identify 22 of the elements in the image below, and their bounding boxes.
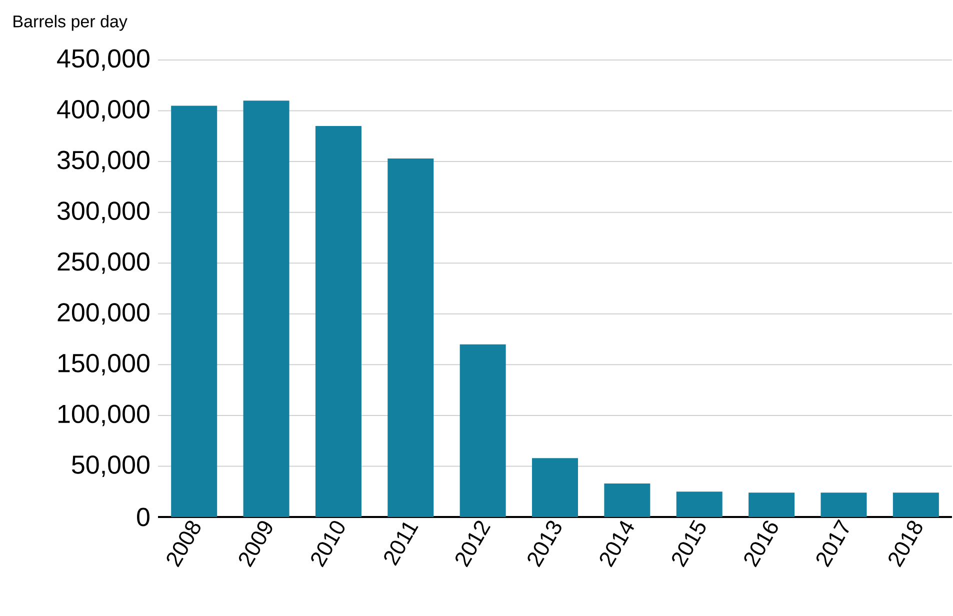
bar	[171, 106, 218, 517]
y-tick-label: 100,000	[58, 404, 150, 426]
y-tick-label: 50,000	[72, 455, 150, 477]
bar	[748, 492, 795, 517]
bar	[532, 458, 578, 517]
y-tick-label: 250,000	[58, 252, 150, 274]
y-tick-label: 300,000	[57, 202, 150, 224]
bar	[892, 492, 939, 517]
y-tick-label: 400,000	[57, 100, 150, 122]
y-tick-label: 450,000	[57, 49, 150, 71]
y-tick-label: 350,000	[57, 150, 150, 172]
y-tick-label: 200,000	[58, 303, 150, 325]
bar	[604, 483, 650, 517]
bar	[243, 100, 290, 517]
bar	[388, 158, 434, 517]
bar	[315, 126, 362, 517]
bar	[676, 492, 722, 517]
y-tick-label: 0	[137, 508, 150, 526]
bar	[820, 492, 867, 517]
y-axis-title: Barrels per day	[14, 14, 128, 31]
y-tick-label: 150,000	[58, 354, 150, 376]
bar	[460, 344, 506, 517]
